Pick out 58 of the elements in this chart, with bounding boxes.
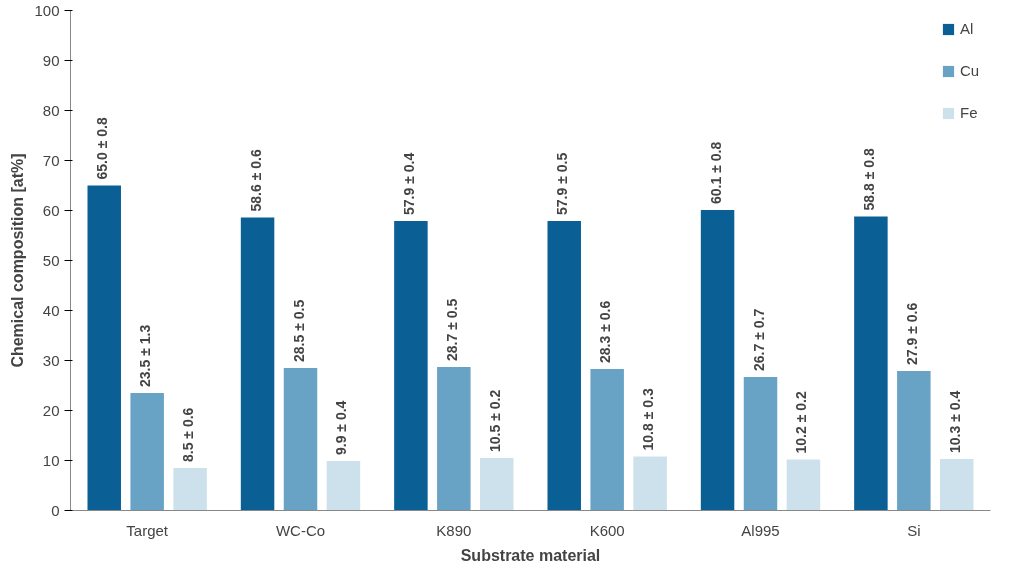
y-tick-label: 20 — [42, 401, 60, 419]
data-label: 10.8 ± 0.3 — [640, 388, 657, 451]
y-tick-label: 40 — [42, 301, 60, 319]
bar — [547, 221, 581, 511]
bar — [394, 221, 428, 511]
bar — [326, 461, 361, 511]
data-label: 58.8 ± 0.8 — [860, 148, 877, 211]
y-tick-label: 60 — [42, 201, 60, 219]
x-tick-label: Si — [907, 521, 921, 539]
x-tick-label: K600 — [589, 521, 625, 539]
bar — [743, 377, 778, 511]
data-label: 26.7 ± 0.7 — [750, 308, 767, 371]
legend-label: Al — [960, 20, 975, 37]
bar — [590, 369, 624, 511]
data-label: 10.3 ± 0.4 — [946, 390, 963, 453]
y-tick-label: 100 — [34, 1, 60, 19]
y-tick-label: 50 — [42, 251, 60, 269]
y-tick-label: 70 — [42, 151, 60, 169]
bar — [897, 371, 931, 511]
bar — [854, 216, 888, 511]
bar — [173, 468, 207, 511]
data-label: 28.5 ± 0.5 — [290, 299, 307, 362]
x-tick-label: K890 — [436, 521, 472, 539]
y-axis-title: Chemical composition [at%] — [9, 153, 27, 368]
x-tick-label: WC-Co — [275, 521, 326, 539]
data-label: 28.7 ± 0.5 — [443, 298, 460, 361]
data-label: 58.6 ± 0.6 — [247, 149, 264, 212]
bar — [633, 456, 667, 511]
data-label: 57.9 ± 0.4 — [400, 152, 417, 215]
data-label: 10.5 ± 0.2 — [486, 389, 503, 452]
x-tick-label: Target — [126, 521, 169, 539]
data-label: 8.5 ± 0.6 — [180, 407, 197, 462]
bar — [87, 185, 121, 511]
bar — [940, 459, 974, 511]
bar — [283, 368, 318, 511]
bar — [480, 458, 514, 511]
y-tick-label: 90 — [42, 51, 60, 69]
x-tick-label: Al995 — [741, 521, 780, 539]
bar — [786, 459, 821, 511]
data-label: 60.1 ± 0.8 — [707, 141, 724, 204]
legend-label: Cu — [960, 62, 980, 79]
bar — [437, 367, 471, 511]
bar — [240, 217, 275, 511]
y-tick-label: 10 — [42, 451, 60, 469]
data-label: 9.9 ± 0.4 — [333, 400, 350, 455]
data-label: 57.9 ± 0.5 — [554, 152, 571, 215]
data-label: 65.0 ± 0.8 — [94, 117, 111, 180]
bar — [130, 393, 164, 511]
y-tick-label: 0 — [51, 501, 60, 519]
y-tick-label: 80 — [42, 101, 60, 119]
x-axis-title: Substrate material — [460, 546, 601, 564]
legend-label: Fe — [960, 104, 979, 121]
data-label: 10.2 ± 0.2 — [793, 391, 810, 454]
data-label: 23.5 ± 1.3 — [137, 324, 154, 387]
y-tick-label: 30 — [42, 351, 60, 369]
data-label: 28.3 ± 0.6 — [597, 300, 614, 363]
data-label: 27.9 ± 0.6 — [903, 302, 920, 365]
bar — [700, 210, 735, 511]
